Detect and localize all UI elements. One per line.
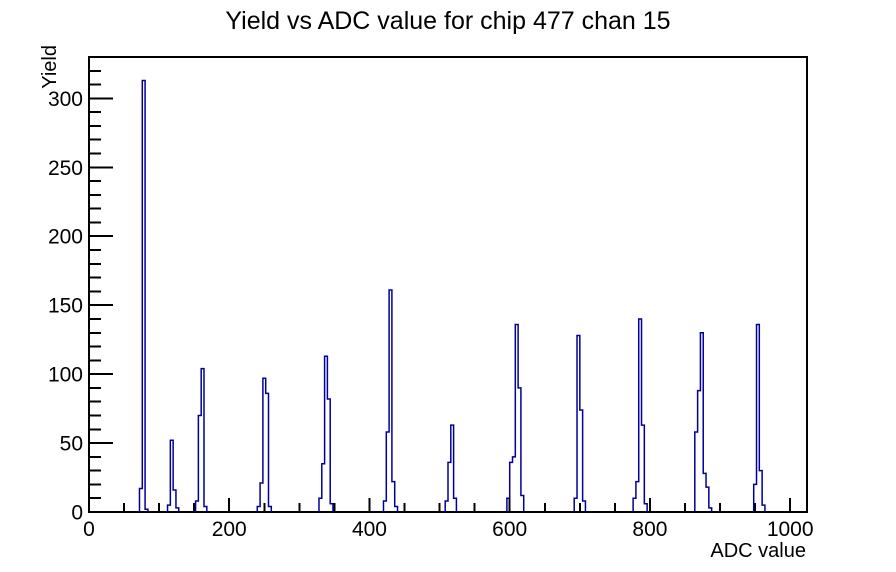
svg-text:100: 100 bbox=[48, 364, 83, 387]
histogram-series bbox=[138, 79, 766, 512]
x-axis-ticks bbox=[88, 498, 792, 512]
x-axis-tick-labels: 0 200 400 600 800 1000 bbox=[83, 518, 813, 541]
svg-text:150: 150 bbox=[48, 295, 83, 318]
svg-text:300: 300 bbox=[48, 88, 83, 111]
histogram-peak bbox=[166, 439, 180, 512]
y-axis-tick-labels: 0 50 100 150 200 250 300 bbox=[48, 88, 83, 525]
histogram-peak bbox=[506, 323, 525, 512]
svg-text:50: 50 bbox=[60, 433, 83, 456]
y-axis-ticks bbox=[89, 69, 113, 513]
svg-text:0: 0 bbox=[83, 518, 95, 541]
chart-title: Yield vs ADC value for chip 477 chan 15 bbox=[225, 7, 671, 35]
svg-text:0: 0 bbox=[71, 502, 83, 525]
histogram-peak bbox=[444, 424, 458, 512]
histogram-peak bbox=[694, 332, 713, 512]
histogram-peak bbox=[382, 289, 399, 512]
y-axis-title: Yield bbox=[39, 45, 61, 89]
x-axis-title: ADC value bbox=[710, 540, 806, 562]
svg-text:200: 200 bbox=[48, 226, 83, 249]
svg-text:200: 200 bbox=[212, 518, 247, 541]
histogram-peak bbox=[573, 334, 587, 512]
svg-text:1000: 1000 bbox=[767, 518, 814, 541]
histogram-peak bbox=[256, 377, 273, 512]
histogram-peak bbox=[194, 367, 208, 512]
svg-text:600: 600 bbox=[492, 518, 527, 541]
histogram-peak bbox=[632, 318, 648, 512]
axis-titles: ADC value Yield bbox=[39, 45, 806, 562]
svg-text:800: 800 bbox=[632, 518, 667, 541]
histogram-peak bbox=[752, 323, 766, 512]
plot-frame bbox=[88, 56, 808, 513]
histogram-peak bbox=[138, 79, 149, 512]
svg-text:250: 250 bbox=[48, 157, 83, 180]
svg-text:400: 400 bbox=[352, 518, 387, 541]
histogram-peak bbox=[318, 355, 334, 512]
